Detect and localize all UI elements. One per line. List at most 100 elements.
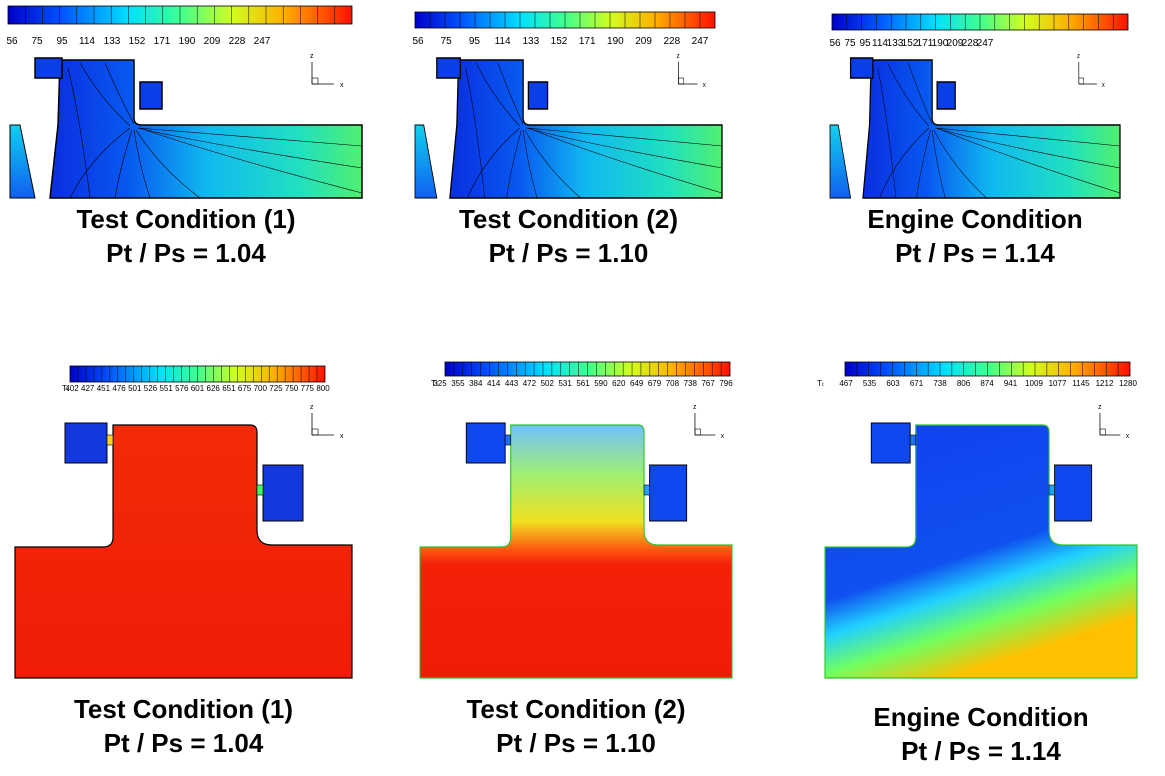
- colorbar-label: 56: [829, 38, 841, 49]
- contour-plot: zx: [15, 404, 352, 678]
- colorbar-label: 443: [505, 379, 519, 388]
- colorbar-label: 651: [222, 384, 236, 393]
- axis-label: z: [1098, 404, 1102, 411]
- contour-plot: zx: [415, 53, 722, 198]
- colorbar-label: 384: [469, 379, 483, 388]
- axis-box: [312, 429, 318, 435]
- colorbar-label: 738: [684, 379, 698, 388]
- colorbar-label: 708: [666, 379, 680, 388]
- colorbar-label: 355: [451, 379, 465, 388]
- colorbar-label: 626: [207, 384, 221, 393]
- throat-left: [910, 435, 916, 445]
- axis-label: x: [340, 433, 344, 440]
- colorbar-label: 502: [541, 379, 555, 388]
- colorbar-label: 1280: [1119, 379, 1137, 388]
- axis-box: [1079, 78, 1084, 84]
- colorbar-label: 501: [128, 384, 142, 393]
- caption-ratio: Pt / Ps = 1.10: [489, 238, 649, 268]
- plenum-right: [528, 82, 547, 109]
- colorbar-label: 152: [551, 36, 568, 47]
- colorbar-label: 75: [844, 38, 856, 49]
- colorbar-label: 725: [269, 384, 283, 393]
- colorbar-label: 75: [31, 36, 43, 47]
- colorbar-label: 700: [254, 384, 268, 393]
- colorbar-label: 620: [612, 379, 626, 388]
- colorbar-label: 152: [129, 36, 146, 47]
- axis-label: z: [310, 53, 314, 60]
- contour-plot: zx: [420, 404, 732, 678]
- colorbar-label: 601: [191, 384, 205, 393]
- throat-left: [107, 435, 113, 445]
- colorbar-label: 874: [980, 379, 994, 388]
- colorbar-label: 775: [301, 384, 315, 393]
- plenum-right: [937, 82, 955, 109]
- axis-label: z: [677, 53, 680, 60]
- caption-ratio: Pt / Ps = 1.04: [106, 238, 266, 268]
- colorbar-label: 190: [179, 36, 196, 47]
- flow-domain: [50, 60, 362, 198]
- colorbar-label: 738: [933, 379, 947, 388]
- colorbar-label: 247: [254, 36, 271, 47]
- plenum-left: [437, 58, 461, 78]
- colorbar-label: 228: [229, 36, 246, 47]
- throat-right: [257, 485, 263, 495]
- axis-label: x: [721, 433, 725, 440]
- colorbar-label: 190: [607, 36, 624, 47]
- caption-ratio: Pt / Ps = 1.14: [901, 736, 1061, 766]
- colorbar-label: 95: [56, 36, 68, 47]
- colorbar-label: 247: [692, 36, 709, 47]
- colorbar-label: 649: [630, 379, 644, 388]
- colorbar-label: 247: [977, 38, 994, 49]
- colorbar-label: 472: [523, 379, 537, 388]
- axis-label: z: [310, 404, 314, 411]
- plenum-left: [851, 58, 873, 78]
- colorbar-label: 209: [204, 36, 221, 47]
- colorbar-label: 133: [522, 36, 539, 47]
- plenum-right: [1055, 465, 1092, 521]
- colorbar-label: 133: [104, 36, 121, 47]
- plenum-left: [871, 423, 910, 463]
- axis-box: [312, 78, 318, 84]
- inlet-strip: [415, 125, 437, 198]
- body: 567595114133152171190209228247zxTest Con…: [0, 0, 1165, 776]
- colorbar-label: 1009: [1025, 379, 1043, 388]
- colorbar-label: 526: [144, 384, 158, 393]
- caption-ratio: Pt / Ps = 1.14: [895, 238, 1055, 268]
- caption-title: Engine Condition: [873, 702, 1088, 732]
- colorbar-label: 95: [859, 38, 871, 49]
- colorbar-label: 427: [81, 384, 95, 393]
- colorbar-label: 576: [175, 384, 189, 393]
- colorbar-label: 1212: [1096, 379, 1114, 388]
- plenum-left: [466, 423, 505, 463]
- caption-title: Test Condition (1): [76, 204, 295, 234]
- flow-domain: [863, 60, 1120, 198]
- colorbar-label: 56: [412, 36, 424, 47]
- colorbar-label: 1145: [1072, 379, 1090, 388]
- colorbar-title: Tₜ: [817, 379, 824, 388]
- throat-right: [1049, 485, 1055, 495]
- axis-label: z: [1077, 53, 1080, 61]
- caption-ratio: Pt / Ps = 1.10: [496, 728, 656, 758]
- colorbar-title: Tₜ: [431, 379, 438, 388]
- colorbar-label: 75: [441, 36, 453, 47]
- figure: 567595114133152171190209228247zxTest Con…: [0, 0, 1165, 776]
- colorbar-label: 941: [1004, 379, 1018, 388]
- caption-title: Engine Condition: [867, 204, 1082, 234]
- plenum-left: [35, 58, 62, 78]
- contour-plot: zx: [10, 53, 362, 198]
- inlet-strip: [830, 125, 851, 198]
- colorbar-label: 750: [285, 384, 299, 393]
- plenum-left: [65, 423, 107, 463]
- colorbar-label: 209: [635, 36, 652, 47]
- colorbar-label: 171: [579, 36, 596, 47]
- caption-title: Test Condition (1): [74, 694, 293, 724]
- colorbar-label: 561: [576, 379, 590, 388]
- colorbar-label: 551: [159, 384, 173, 393]
- axis-label: x: [1102, 82, 1106, 90]
- inlet-strip: [10, 125, 35, 198]
- throat-left: [505, 435, 511, 445]
- throat-right: [644, 485, 650, 495]
- colorbar-label: 171: [154, 36, 171, 47]
- caption-title: Test Condition (2): [466, 694, 685, 724]
- colorbar-title: Tₜ: [62, 384, 69, 393]
